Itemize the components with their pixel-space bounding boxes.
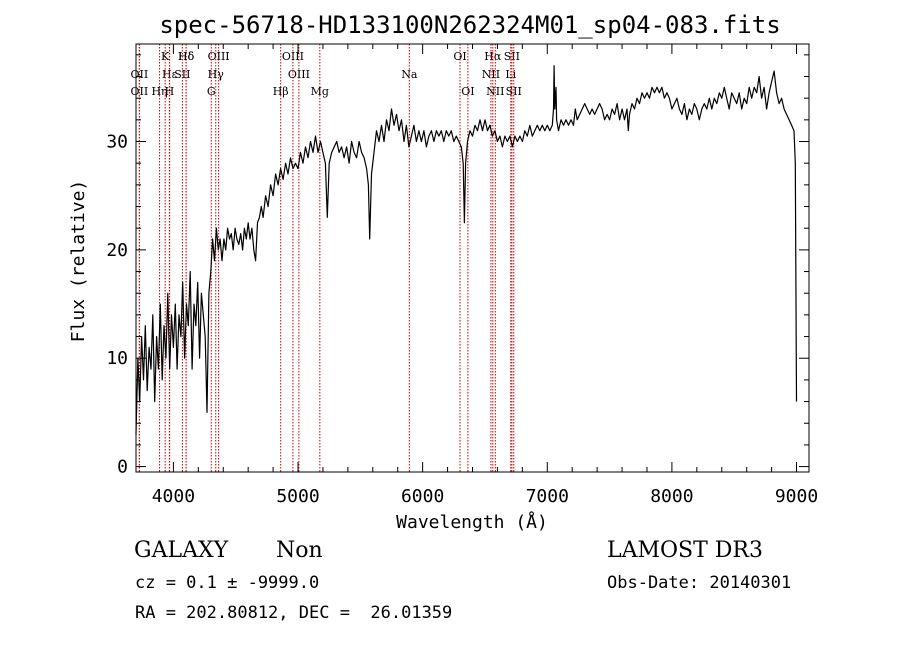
spectral-line-label: NII [482, 68, 500, 81]
x-tick-label: 6000 [401, 486, 444, 507]
spectrum-line [135, 65, 798, 435]
x-tick-label: 4000 [152, 486, 195, 507]
y-tick-label: 30 [106, 132, 128, 153]
spectral-line-label: Li [505, 68, 516, 81]
y-tick-label: 10 [106, 348, 128, 369]
spectral-line-label: NII [486, 85, 504, 98]
subclass-label: Non [276, 538, 323, 563]
spectral-line-label: OIII [288, 68, 310, 81]
spectral-line-label: Hβ [273, 85, 289, 98]
y-axis-label: Flux (relative) [68, 180, 89, 343]
y-tick-label: 20 [106, 240, 128, 261]
x-tick-label: 9000 [775, 486, 818, 507]
spectral-line-label: SII [504, 50, 520, 63]
chart-title: spec-56718-HD133100N262324M01_sp04-083.f… [159, 11, 780, 39]
spectral-line-label: SII [174, 68, 190, 81]
spectral-line-label: OIII [282, 50, 304, 63]
x-axis-label: Wavelength (Å) [396, 511, 548, 533]
spectral-line-label: OIII [208, 50, 230, 63]
spectral-line-label: Hγ [208, 68, 225, 81]
x-tick-label: 5000 [276, 486, 319, 507]
spectral-line-label: OII [131, 85, 149, 98]
x-tick-label: 7000 [526, 486, 569, 507]
spectral-line-label: Hα [484, 50, 502, 63]
x-tick-label: 8000 [650, 486, 693, 507]
spectral-line-label: OI [453, 50, 466, 63]
survey-label: LAMOST DR3 [607, 538, 763, 563]
classification-label: GALAXY [134, 538, 229, 563]
coordinates-label: RA = 202.80812, DEC = 26.01359 [135, 603, 453, 623]
y-tick-label: 0 [117, 457, 128, 478]
obs-date-label: Obs-Date: 20140301 [607, 573, 792, 593]
spectral-line-label: H [165, 85, 175, 98]
spectral-line-label: Hδ [178, 50, 195, 63]
spectral-line-label: K [161, 50, 170, 63]
redshift-label: cz = 0.1 ± -9999.0 [135, 573, 320, 593]
plot-frame [135, 43, 810, 473]
spectral-line-label: G [207, 85, 216, 98]
spectral-line-label: Hη [151, 85, 167, 98]
spectral-line-label: Na [401, 68, 418, 81]
spectral-line-label: OI [461, 85, 474, 98]
spectral-line-label: SII [506, 85, 522, 98]
spectral-line-label: Mg [311, 85, 329, 98]
